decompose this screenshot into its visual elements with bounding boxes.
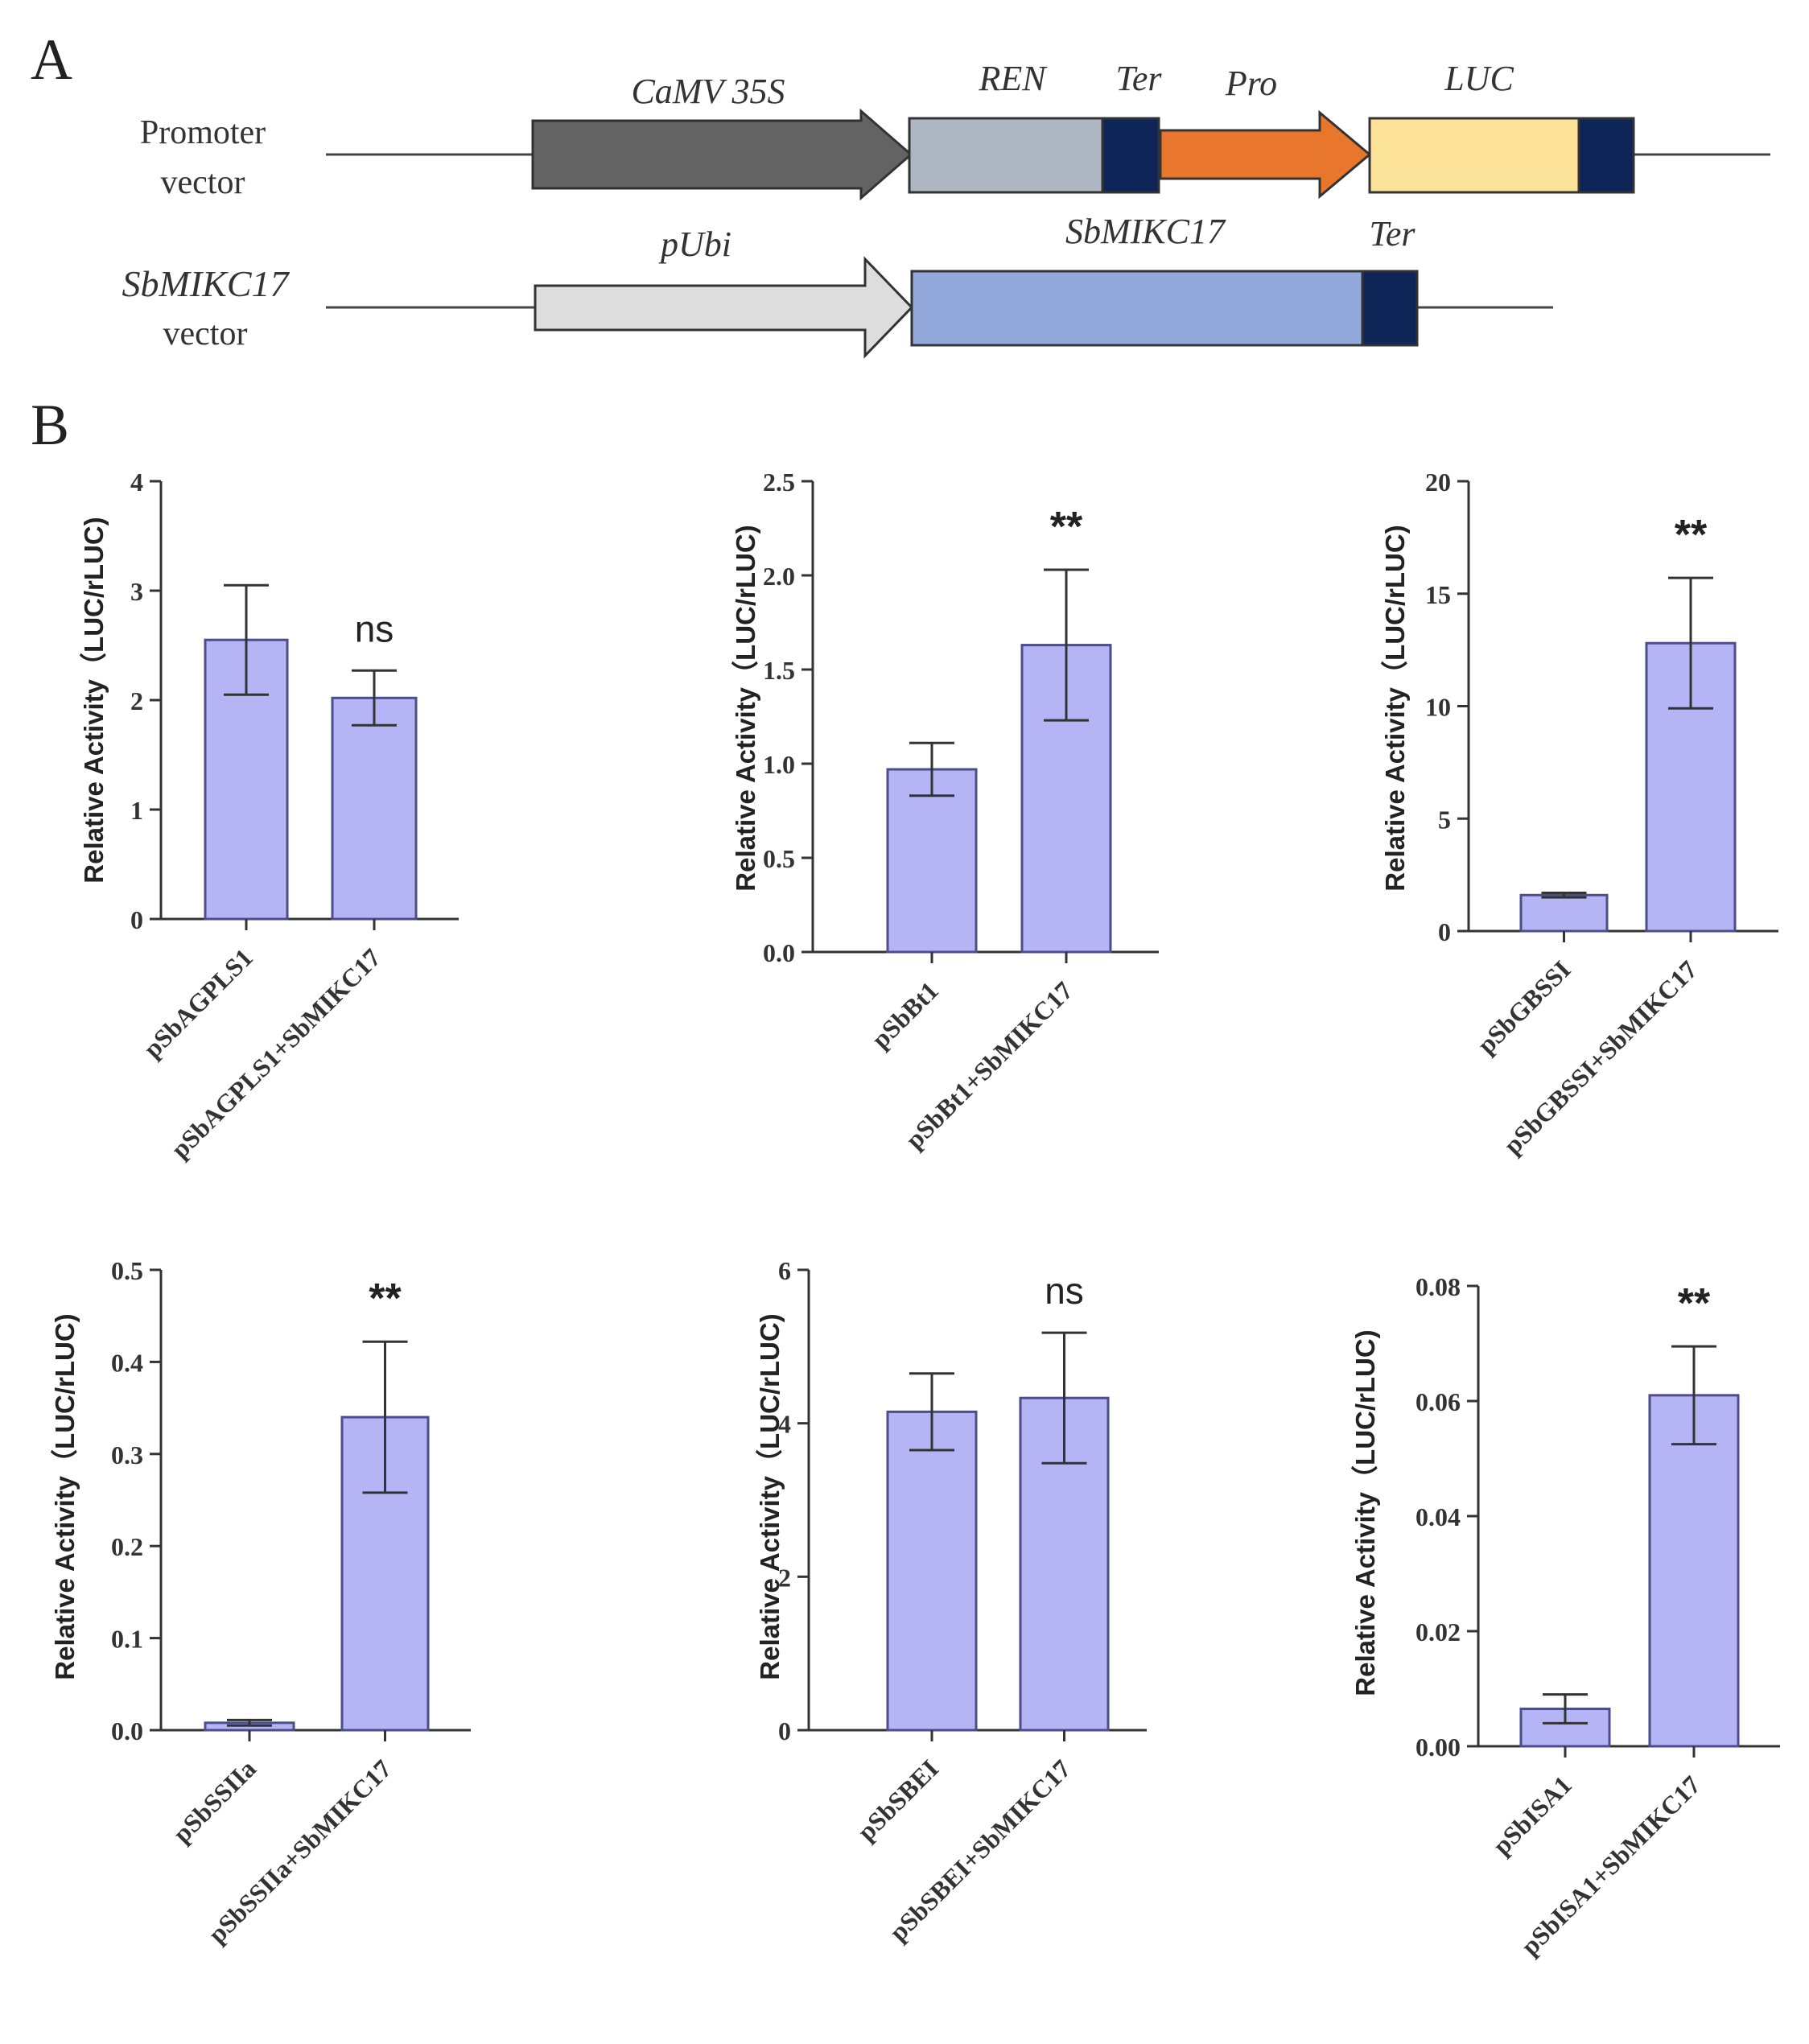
significance-marker: ** — [1675, 512, 1708, 558]
bar-charts-group: Relative Activity（LUC/rLUC) 0 1 2 3 4 pSbAGPLS… — [50, 468, 1780, 1961]
y-tick-label: 0.08 — [1415, 1272, 1461, 1301]
bar-chart-5: Relative Activity（LUC/rLUC)0246pSbSBEIpS… — [755, 1256, 1147, 1947]
x-tick-label: pSbAGPLS1 — [138, 942, 258, 1063]
camv35s-promoter-arrow — [531, 108, 913, 201]
y-tick-label: 0.00 — [1415, 1733, 1461, 1762]
significance-marker: ns — [1045, 1270, 1084, 1312]
y-tick-label: 1.0 — [763, 750, 795, 779]
x-tick-label: pSbBt1 — [866, 975, 944, 1053]
pubi-promoter-arrow — [534, 256, 914, 359]
y-axis-label: Relative Activity（LUC/rLUC) — [755, 1313, 785, 1679]
bar — [1648, 1394, 1740, 1748]
significance-marker: ** — [369, 1275, 402, 1322]
panel-a-letter: A — [31, 27, 72, 92]
camv35s-label: CaMV 35S — [631, 72, 785, 111]
x-tick-label: pSbSBEI — [851, 1753, 944, 1846]
x-tick-label: pSbSSIIa — [167, 1753, 262, 1848]
pro-label: Pro — [1225, 64, 1277, 103]
y-tick-label: 2.0 — [763, 562, 795, 591]
bar-chart-4: Relative Activity（LUC/rLUC) 0.0 0.1 0.2 0.3 0… — [50, 1256, 471, 1949]
luc-gene-box — [1368, 117, 1580, 194]
y-tick-label: 1.5 — [763, 656, 795, 685]
significance-marker: ns — [355, 608, 394, 649]
effector-vector-name-line1: SbMIKC17 — [122, 263, 291, 304]
y-tick-label: 0.0 — [111, 1716, 143, 1745]
bar — [886, 1410, 978, 1732]
y-tick-label: 1 — [130, 796, 143, 825]
y-axis-label: Relative Activity（LUC/rLUC) — [1380, 525, 1410, 891]
ren-label: REN — [978, 59, 1048, 98]
y-tick-label: 0.0 — [763, 938, 795, 967]
sbmikc17-terminator-box — [1361, 270, 1419, 347]
y-axis-label: Relative Activity（LUC/rLUC) — [79, 517, 109, 883]
effector-vector-construct: SbMIKC17 vector pUbi SbMIKC17 Ter — [122, 212, 1553, 359]
luc-terminator-box — [1577, 117, 1635, 194]
y-tick-label: 0.06 — [1415, 1387, 1461, 1416]
panel-b-letter: B — [31, 393, 69, 457]
bar — [1519, 893, 1609, 933]
y-tick-label: 0.5 — [763, 844, 795, 873]
panel-a: A Promoter vector CaMV 35S REN Ter Pro L… — [31, 27, 1770, 359]
promoter-vector-name-line2: vector — [161, 164, 245, 201]
sbmikc17-gene-label: SbMIKC17 — [1065, 212, 1226, 251]
y-tick-label: 10 — [1425, 693, 1451, 722]
sbmikc17-gene-box — [910, 270, 1364, 347]
ren-terminator-box — [1101, 117, 1160, 194]
y-tick-label: 6 — [778, 1256, 791, 1285]
y-tick-label: 15 — [1425, 580, 1451, 609]
y-tick-label: 4 — [778, 1410, 791, 1439]
ter-label-1: Ter — [1115, 59, 1162, 98]
promoter-vector-name-line1: Promoter — [140, 114, 266, 151]
significance-marker: ** — [1678, 1280, 1711, 1327]
y-tick-label: 0.04 — [1415, 1502, 1461, 1531]
bar-chart-3: Relative Activity（LUC/rLUC) 0 5 10 15 20 pSbGB… — [1380, 468, 1778, 1160]
y-tick-label: 3 — [130, 577, 143, 606]
bar-chart-1: Relative Activity（LUC/rLUC) 0 1 2 3 4 pSbAGPLS… — [79, 468, 459, 1164]
ter-label-2: Ter — [1369, 214, 1415, 253]
pubi-label: pUbi — [658, 225, 731, 264]
luc-label: LUC — [1444, 59, 1514, 98]
test-promoter-arrow — [1159, 109, 1372, 200]
y-tick-label: 0.02 — [1415, 1617, 1461, 1646]
y-tick-label: 2 — [130, 686, 143, 715]
x-tick-label: pSbISA1 — [1487, 1770, 1577, 1860]
y-tick-label: 20 — [1425, 468, 1451, 497]
bar-chart-6: Relative Activity（LUC/rLUC) 0.00 0.02 0.04 0… — [1350, 1272, 1780, 1961]
bar-chart-2: Relative Activity（LUC/rLUC) 0.0 0.5 1.0 1.5 2… — [731, 468, 1159, 1154]
y-tick-label: 4 — [130, 468, 143, 497]
y-tick-label: 2 — [778, 1563, 791, 1592]
significance-marker: ** — [1050, 504, 1083, 550]
y-tick-label: 0.5 — [111, 1256, 143, 1285]
y-tick-label: 0 — [1438, 917, 1451, 946]
y-tick-label: 5 — [1438, 805, 1451, 834]
y-tick-label: 0.1 — [111, 1625, 143, 1654]
y-axis-label: Relative Activity（LUC/rLUC) — [731, 525, 760, 891]
y-tick-label: 2.5 — [763, 468, 795, 497]
x-tick-label: pSbGBSSI — [1472, 954, 1576, 1059]
ren-gene-box — [908, 117, 1104, 194]
effector-vector-name-line2: vector — [163, 315, 248, 352]
panel-b: B Relative Activity（LUC/rLUC) 0 1 2 3 4 pSbAGP… — [31, 393, 1780, 1961]
y-tick-label: 0.2 — [111, 1532, 143, 1561]
promoter-vector-construct: Promoter vector CaMV 35S REN Ter Pro LUC — [140, 59, 1770, 201]
y-tick-label: 0.3 — [111, 1440, 143, 1469]
bar — [331, 696, 418, 921]
y-tick-label: 0 — [778, 1716, 791, 1745]
y-tick-label: 0 — [130, 905, 143, 934]
x-tick-label: pSbAGPLS1+SbMIKC17 — [165, 942, 386, 1164]
y-axis-label: Relative Activity（LUC/rLUC) — [1350, 1329, 1380, 1696]
y-axis-label: Relative Activity（LUC/rLUC) — [50, 1313, 80, 1679]
y-tick-label: 0.4 — [111, 1348, 143, 1377]
